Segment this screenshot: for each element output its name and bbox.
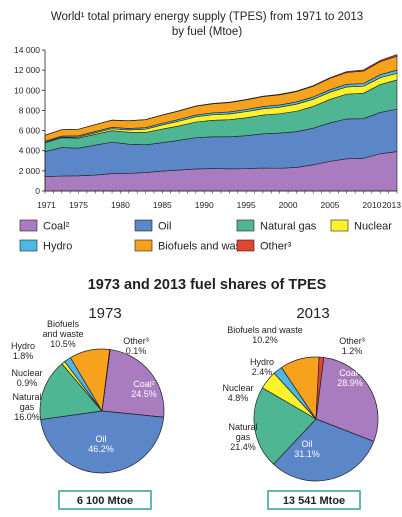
legend-label-coal: Coal² [43,221,70,233]
pie-label-biofuels-and-waste: Biofuels [47,319,80,329]
pie-total-label: 6 100 Mtoe [77,495,133,507]
pie-label-natural-gas: Natural [12,392,41,402]
x-tick-label: 1990 [195,200,214,210]
legend-swatch-other [236,239,255,252]
area-legend: Coal² Oil Natural gas Nuclear Hydro Biofuels … [19,219,392,253]
section-heading: 1973 and 2013 fuel shares of TPES [88,277,327,293]
pie-label-coal: 28.9% [337,378,363,388]
y-tick-label: 0 [35,186,40,196]
pie-label-natural-gas: gas [236,432,251,442]
y-tick-label: 2 000 [19,166,41,176]
x-tick-label: 1980 [111,200,130,210]
legend-swatch-oil [134,219,153,232]
area-chart-title: World¹ total primary energy supply (TPES… [51,11,363,23]
pie-slice-oil [40,410,165,474]
area-plot: 0 2 000 4 000 6 000 8 000 10 000 12 000 14 000 1… [14,45,401,210]
pie-label-biofuels-and-waste: Biofuels and waste [227,325,303,335]
legend-label-biofuels-and-waste: Biofuels and waste [158,241,250,253]
pie-label-nuclear: Nuclear [11,368,42,378]
pie-label-natural-gas: 21.4% [230,442,256,452]
pie-label-oil: 31.1% [294,449,320,459]
legend-label-natural-gas: Natural gas [260,221,317,233]
pie-title: 1973 [88,305,121,322]
legend-swatch-biofuels-and-waste [134,239,153,252]
pie-total-box [58,490,152,510]
pie-label-coal: Coal² [133,379,155,389]
x-tick-label: 2010 [362,200,381,210]
pie-slice-oil [273,418,375,482]
area-series-other [44,54,398,136]
pie-label-hydro: Hydro [11,341,35,351]
pie-label-biofuels-and-waste: 10.5% [50,339,76,349]
pie-label-biofuels-and-waste: 10.2% [252,335,278,345]
pie-label-coal: 24.5% [131,389,157,399]
pie-label-nuclear: 4.8% [228,393,249,403]
pie-label-hydro: 2.4% [252,367,273,377]
pie-label-other: Other³ [123,336,149,346]
y-tick-label: 10 000 [14,85,40,95]
pie-label-hydro: Hydro [250,357,274,367]
legend-swatch-natural-gas [236,219,255,232]
x-tick-label: 1985 [153,200,172,210]
pie-slice-natural-gas [39,363,103,420]
pie-total-box [267,490,361,510]
x-tick-label: 2013 [382,200,401,210]
pie-label-oil: 46.2% [88,444,114,454]
y-tick-label: 4 000 [19,146,41,156]
pie-slice-coal [315,357,379,442]
x-tick-label: 1995 [237,200,256,210]
pie-label-other: Other³ [339,336,365,346]
legend-swatch-coal [19,219,38,232]
x-tick-label: 1975 [69,200,88,210]
pie-slice-coal [101,349,165,418]
pie-label-natural-gas: gas [20,402,35,412]
pie-slice-other [315,356,325,420]
pie-charts: 1973Coal²24.5%Oil46.2%Naturalgas16.0%Nuc… [11,305,379,510]
x-tick-label: 1971 [37,200,56,210]
pie-label-biofuels-and-waste: and waste [42,329,83,339]
pie-slice-natural-gas [253,387,317,465]
y-tick-label: 14 000 [14,45,40,55]
legend-swatch-hydro [19,239,38,252]
pie-slice-other [101,349,111,412]
legend-label-nuclear: Nuclear [354,221,392,233]
legend-swatch-nuclear [330,219,349,232]
pie-label-coal: Coal² [339,368,361,378]
pie-label-hydro: 1.8% [13,351,34,361]
x-tick-label: 2000 [279,200,298,210]
pie-title: 2013 [296,305,329,322]
pie-label-oil: Oil [302,439,313,449]
pie-total-label: 13 541 Mtoe [283,495,345,507]
legend-label-hydro: Hydro [43,241,72,253]
area-chart-subtitle: by fuel (Mtoe) [172,26,242,38]
legend-label-oil: Oil [158,221,171,233]
y-tick-label: 12 000 [14,65,40,75]
pie-label-other: 0.1% [126,346,147,356]
legend-label-other: Other³ [260,241,292,253]
pie-label-oil: Oil [96,434,107,444]
x-tick-label: 2005 [320,200,339,210]
pie-label-nuclear: 0.9% [17,378,38,388]
pie-label-other: 1.2% [342,346,363,356]
pie-label-nuclear: Nuclear [222,383,253,393]
y-tick-label: 6 000 [19,126,41,136]
pie-label-natural-gas: Natural [228,422,257,432]
pie-label-natural-gas: 16.0% [14,412,40,422]
y-tick-label: 8 000 [19,105,41,115]
